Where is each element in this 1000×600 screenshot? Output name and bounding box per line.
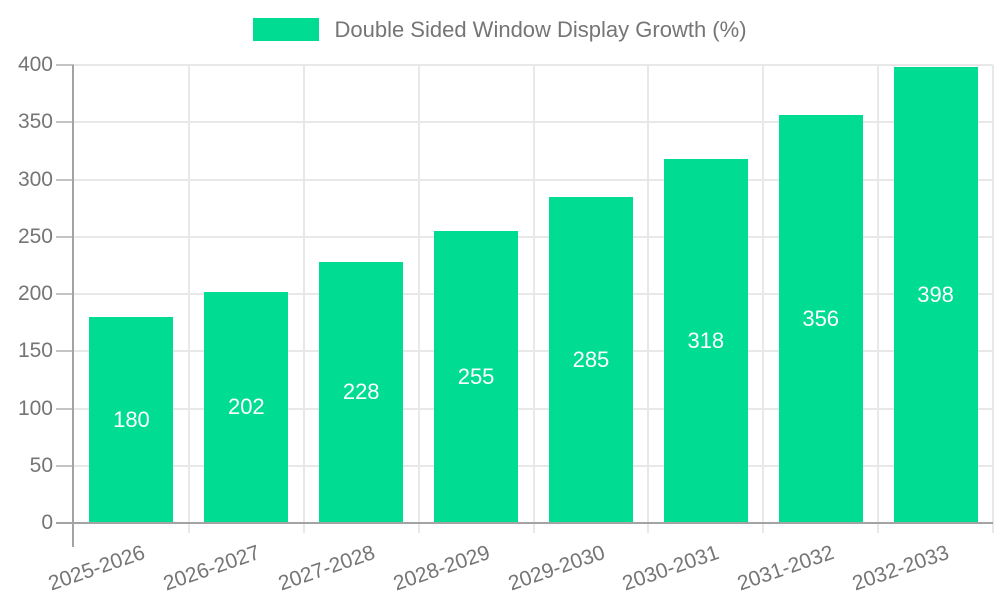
v-gridline [647, 65, 650, 533]
legend-label: Double Sided Window Display Growth (%) [334, 17, 747, 42]
x-tick-label: 2025-2026 [45, 541, 148, 596]
bar-2027-2028 [319, 261, 404, 523]
v-gridline [877, 65, 880, 533]
y-tick-label: 0 [41, 511, 53, 534]
bar-2032-2033 [893, 67, 978, 523]
x-tick-label: 2032-2033 [849, 541, 953, 596]
legend-swatch [253, 18, 320, 41]
v-gridline [187, 65, 190, 533]
bar-value-label: 285 [572, 346, 610, 372]
y-axis-tick [56, 464, 74, 467]
v-gridline [417, 65, 420, 533]
y-axis-tick [56, 350, 74, 353]
x-axis-line [56, 522, 993, 524]
x-tick-label: 2030-2031 [619, 541, 723, 596]
y-axis-tick [56, 407, 74, 410]
bar-2029-2030 [548, 196, 633, 523]
y-tick-label: 400 [17, 53, 53, 76]
bar-value-label: 255 [457, 364, 495, 389]
y-axis-tick [56, 121, 74, 124]
x-tick-label: 2028-2029 [390, 541, 493, 596]
y-axis-tick [56, 235, 74, 238]
v-gridline [762, 65, 765, 533]
x-tick-label: 2029-2030 [504, 541, 608, 596]
bar-value-label: 356 [802, 306, 840, 332]
y-axis-line [72, 65, 74, 547]
bar-value-label: 202 [227, 394, 265, 420]
bar-value-label: 318 [687, 327, 725, 353]
y-tick-label: 150 [17, 339, 53, 363]
y-tick-label: 50 [29, 453, 53, 477]
bar-value-label: 228 [342, 379, 380, 405]
y-tick-label: 100 [17, 396, 53, 420]
y-axis-tick [56, 178, 74, 181]
y-tick-label: 200 [17, 282, 53, 305]
y-tick-label: 300 [17, 167, 53, 191]
x-tick-label: 2031-2032 [734, 541, 838, 596]
y-tick-label: 350 [17, 110, 53, 134]
bar-2028-2029 [434, 231, 519, 523]
y-tick-label: 250 [17, 224, 53, 248]
y-axis-tick [56, 64, 74, 66]
bar-2030-2031 [663, 158, 748, 523]
legend[interactable]: Double Sided Window Display Growth (%) [0, 18, 1000, 41]
v-gridline [992, 65, 994, 533]
x-tick-label: 2027-2028 [275, 541, 378, 596]
x-tick-label: 2026-2027 [160, 541, 263, 596]
bar-value-label: 180 [113, 406, 150, 432]
v-gridline [302, 65, 305, 533]
v-gridline [532, 65, 535, 533]
y-axis-tick [56, 293, 74, 295]
bar-2026-2027 [204, 291, 289, 523]
bar-value-label: 398 [917, 282, 954, 308]
bar-2025-2026 [89, 316, 174, 523]
bar-2031-2032 [778, 115, 863, 523]
